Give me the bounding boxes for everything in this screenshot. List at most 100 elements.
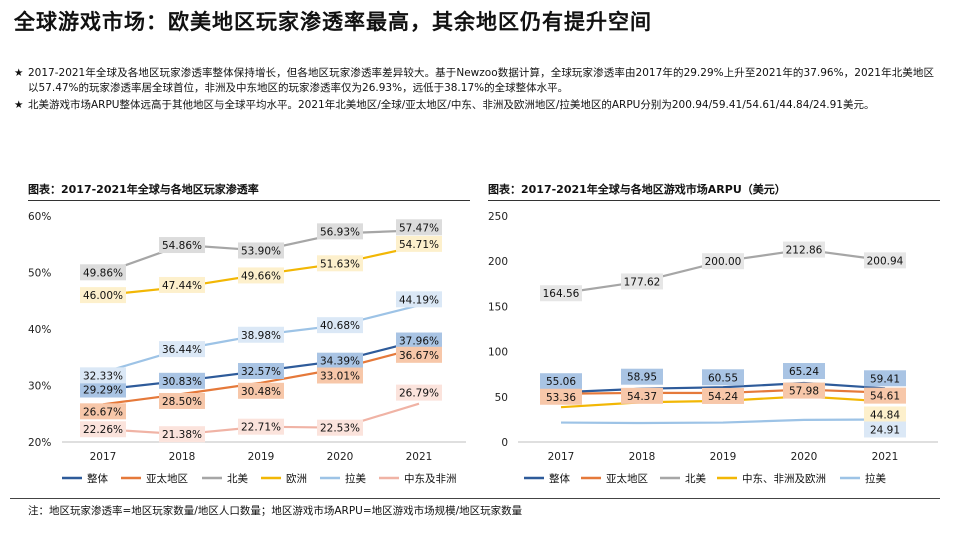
- bullet-text: 北美游戏市场ARPU整体远高于其他地区与全球平均水平。2021年北美地区/全球/…: [28, 99, 875, 111]
- data-label-box: [80, 287, 126, 304]
- data-label-box: [396, 332, 442, 349]
- data-label-box: [159, 276, 205, 293]
- data-label-box: [864, 370, 906, 387]
- data-label-box: [396, 235, 442, 252]
- data-label-box: [396, 384, 442, 401]
- legend-label: 北美: [227, 472, 248, 485]
- data-label-box: [80, 403, 126, 420]
- data-label: 57.47%: [399, 222, 439, 234]
- legend-label: 中东及非洲: [404, 472, 457, 485]
- data-label-box: [317, 317, 363, 334]
- legend-label: 亚太地区: [146, 472, 188, 485]
- data-label: 164.56: [543, 288, 580, 300]
- y-tick-label: 50%: [28, 268, 51, 280]
- chart-title-arpu: 图表：2017-2021年全球与各地区游戏市场ARPU（美元）: [488, 183, 786, 196]
- data-label-box: [540, 373, 582, 390]
- data-label: 44.84: [870, 409, 900, 421]
- data-label: 57.98: [789, 386, 819, 398]
- data-label-box: [159, 237, 205, 254]
- data-label-box: [80, 421, 126, 438]
- data-label: 47.44%: [162, 280, 202, 292]
- data-label: 22.71%: [241, 422, 281, 434]
- data-label: 30.83%: [162, 376, 202, 388]
- data-label-box: [238, 418, 284, 435]
- y-tick-label: 20%: [28, 437, 51, 449]
- y-tick-label: 100: [488, 347, 508, 359]
- data-label: 46.00%: [83, 290, 123, 302]
- data-label: 22.53%: [320, 423, 360, 435]
- bullet-item: ★ 2017-2021年全球及各地区玩家渗透率整体保持增长，但各地区玩家渗透率差…: [14, 66, 934, 96]
- data-label: 36.44%: [162, 344, 202, 356]
- data-label-box: [396, 346, 442, 363]
- legend-label: 中东、非洲及欧洲: [742, 472, 826, 485]
- data-label: 53.36: [546, 392, 576, 404]
- x-tick-label: 2018: [629, 451, 656, 463]
- y-tick-label: 0: [501, 437, 508, 449]
- data-label: 51.63%: [320, 258, 360, 270]
- data-label-box: [80, 381, 126, 398]
- data-label-box: [238, 382, 284, 399]
- data-label-box: [702, 253, 744, 270]
- data-label: 38.98%: [241, 330, 281, 342]
- footnote: 注：地区玩家渗透率=地区玩家数量/地区人口数量；地区游戏市场ARPU=地区游戏市…: [28, 505, 523, 517]
- series-line-5: [560, 418, 886, 425]
- data-label-box: [238, 242, 284, 259]
- data-label: 26.67%: [83, 406, 123, 418]
- data-label: 21.38%: [162, 429, 202, 441]
- star-icon: ★: [14, 67, 24, 79]
- data-label-box: [864, 421, 906, 438]
- data-label-box: [783, 363, 825, 380]
- x-tick-label: 2020: [327, 451, 354, 463]
- y-tick-label: 150: [488, 301, 508, 313]
- data-label: 32.57%: [241, 366, 281, 378]
- data-label: 54.71%: [399, 239, 439, 251]
- data-label-box: [238, 267, 284, 284]
- data-label: 177.62: [624, 276, 661, 288]
- bullet-text: 2017-2021年全球及各地区玩家渗透率整体保持增长，但各地区玩家渗透率差异较…: [28, 67, 934, 94]
- data-label: 53.90%: [241, 245, 281, 257]
- data-label: 26.79%: [399, 388, 439, 400]
- y-tick-label: 40%: [28, 324, 51, 336]
- data-label-box: [80, 367, 126, 384]
- data-label: 33.01%: [320, 370, 360, 382]
- x-tick-label: 2017: [90, 451, 117, 463]
- legend-label: 亚太地区: [606, 472, 648, 485]
- data-label: 54.37: [627, 391, 657, 403]
- legend-label: 整体: [549, 472, 570, 485]
- data-label-box: [621, 368, 663, 385]
- data-label-box: [783, 382, 825, 399]
- data-label-box: [864, 252, 906, 269]
- data-label-box: [317, 223, 363, 240]
- bullet-item: ★ 北美游戏市场ARPU整体远高于其他地区与全球平均水平。2021年北美地区/全…: [14, 98, 934, 113]
- chart-title-rule: [488, 200, 940, 201]
- data-label: 54.86%: [162, 240, 202, 252]
- data-label: 65.24: [789, 366, 819, 378]
- data-label: 49.66%: [241, 270, 281, 282]
- data-label-box: [396, 219, 442, 236]
- legend-label: 拉美: [865, 472, 886, 485]
- data-label-box: [317, 352, 363, 369]
- data-label-box: [159, 341, 205, 358]
- data-label: 56.93%: [320, 226, 360, 238]
- data-label-box: [159, 372, 205, 389]
- x-tick-label: 2020: [791, 451, 818, 463]
- page-title: 全球游戏市场：欧美地区玩家渗透率最高，其余地区仍有提升空间: [14, 10, 652, 34]
- data-label: 60.55: [708, 372, 738, 384]
- data-label: 55.06: [546, 376, 576, 388]
- chart-title-rule: [28, 200, 470, 201]
- data-label-box: [621, 273, 663, 290]
- x-tick-label: 2019: [710, 451, 737, 463]
- data-label-box: [317, 419, 363, 436]
- data-label: 29.29%: [83, 385, 123, 397]
- y-tick-label: 50: [495, 392, 508, 404]
- data-label-box: [159, 392, 205, 409]
- data-label-box: [317, 367, 363, 384]
- y-tick-label: 30%: [28, 381, 51, 393]
- data-label-box: [702, 369, 744, 386]
- y-tick-label: 250: [488, 211, 508, 223]
- data-label: 28.50%: [162, 396, 202, 408]
- data-label-box: [317, 255, 363, 272]
- y-tick-label: 200: [488, 256, 508, 268]
- data-label: 32.33%: [83, 370, 123, 382]
